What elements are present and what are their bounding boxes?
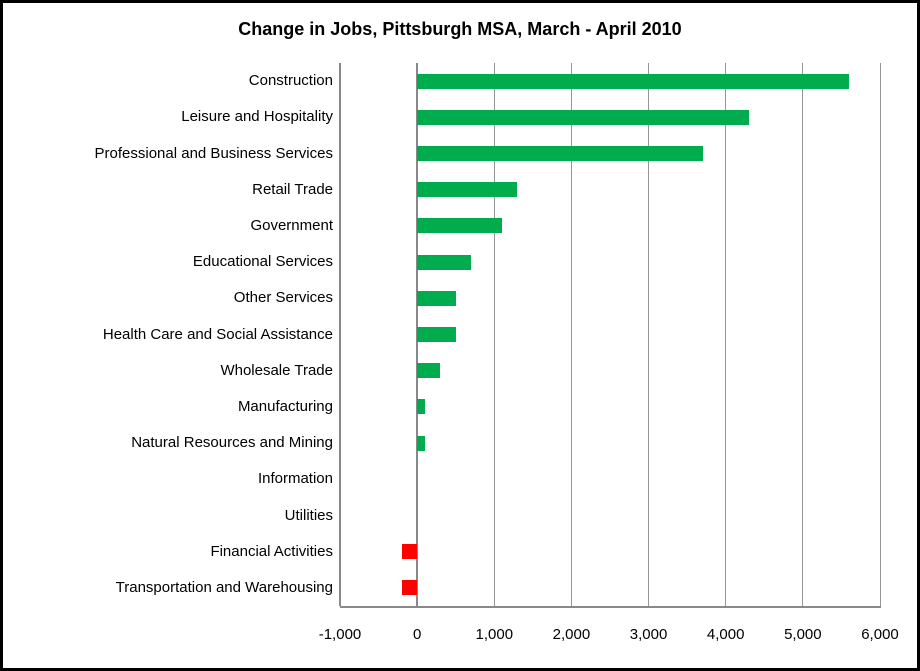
bar-manufacturing <box>417 399 425 415</box>
bar-other-services <box>417 290 456 306</box>
bar-wholesale-trade <box>417 363 441 379</box>
x-axis-line <box>340 606 881 608</box>
gridline <box>725 63 727 606</box>
gridline <box>493 63 495 606</box>
bar-natural-resources-and-mining <box>417 435 425 451</box>
x-tick-label: 4,000 <box>706 626 745 643</box>
category-label: Professional and Business Services <box>94 144 333 162</box>
gridline <box>570 63 572 606</box>
bar-leisure-and-hospitality <box>417 109 749 125</box>
bar-professional-and-business-services <box>417 146 703 161</box>
x-tick-label: -1,000 <box>318 626 362 643</box>
gridline <box>648 63 650 606</box>
category-label: Natural Resources and Mining <box>131 434 333 452</box>
category-label: Construction <box>248 72 333 90</box>
plot-area <box>339 63 881 606</box>
category-label: Government <box>250 216 333 234</box>
category-axis-labels: Construction Leisure and Hospitality Profe… <box>11 63 333 606</box>
category-label: Manufacturing <box>237 397 333 415</box>
bar-financial-activities <box>401 544 418 560</box>
x-tick-label: 5,000 <box>784 626 822 643</box>
bar-government <box>417 218 502 234</box>
category-label: Information <box>257 470 333 488</box>
category-label: Retail Trade <box>252 180 333 198</box>
x-tick-label: 1,000 <box>475 626 514 643</box>
gridline <box>339 63 341 606</box>
x-tick-label: 0 <box>412 626 422 643</box>
category-label: Health Care and Social Assistance <box>102 325 333 343</box>
category-label: Educational Services <box>192 253 333 271</box>
bar-health-care-and-social-assistance <box>417 327 456 342</box>
x-tick-label: 6,000 <box>861 626 899 643</box>
bar-retail-trade <box>417 182 518 198</box>
bar-transportation-and-warehousing <box>401 580 418 596</box>
category-label: Wholesale Trade <box>220 361 333 379</box>
x-tick-label: 2,000 <box>552 626 591 643</box>
gridline <box>802 63 804 606</box>
category-label: Financial Activities <box>210 542 333 560</box>
category-label: Leisure and Hospitality <box>181 108 333 126</box>
category-label: Other Services <box>233 289 333 307</box>
category-label: Utilities <box>284 506 333 524</box>
category-label: Transportation and Warehousing <box>115 578 333 596</box>
x-tick-label: 3,000 <box>629 626 668 643</box>
bar-construction <box>417 73 850 89</box>
bar-educational-services <box>417 254 472 270</box>
chart-title: Change in Jobs, Pittsburgh MSA, March - … <box>238 19 682 39</box>
gridline <box>879 63 881 606</box>
